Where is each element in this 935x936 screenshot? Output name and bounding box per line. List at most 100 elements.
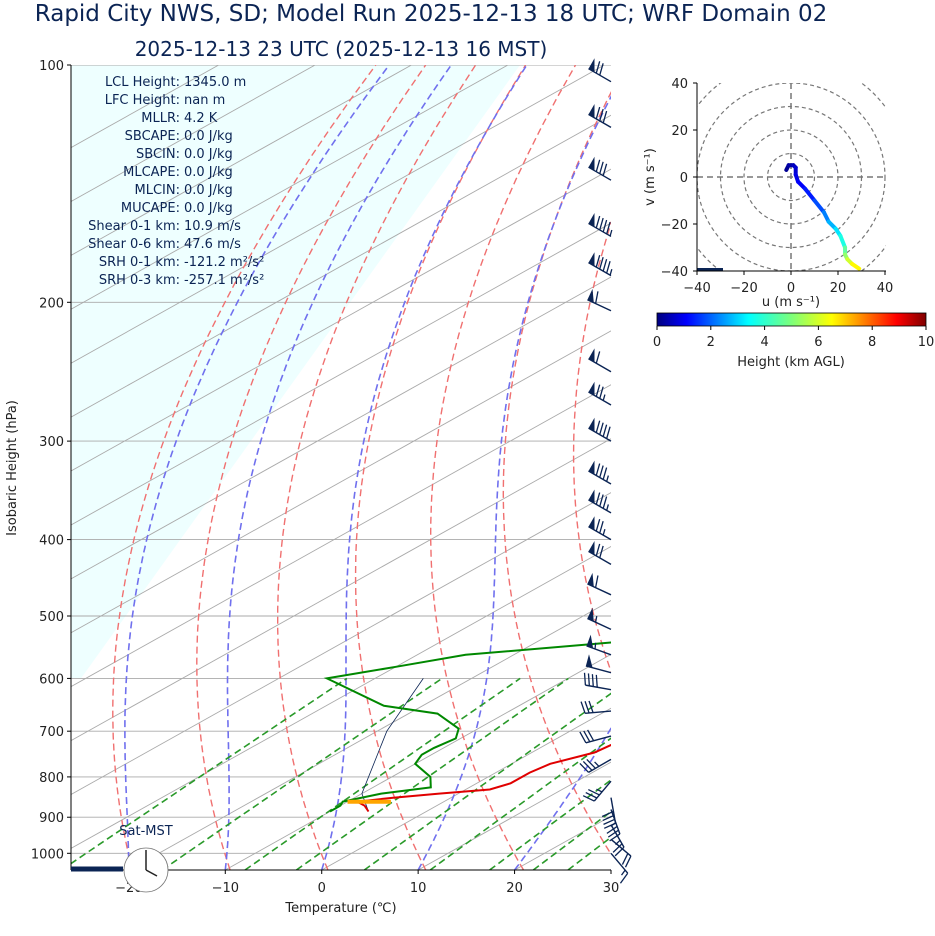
index-value: 0.0 J/kg	[184, 183, 233, 198]
hodo-x-tick-label: 20	[830, 281, 847, 296]
hodo-y-tick-label: 0	[680, 171, 688, 186]
mixing-ratio-line	[489, 779, 611, 870]
y-tick-label: 500	[39, 610, 64, 625]
isotherm-line	[71, 276, 611, 580]
wind-barb	[580, 700, 612, 715]
dry-adiabat	[112, 65, 377, 870]
dewpoint-line	[323, 641, 611, 813]
isotherm-line	[71, 438, 611, 742]
hodo-x-tick-label: 0	[787, 281, 795, 296]
y-tick-label: 300	[39, 435, 64, 450]
index-label: MUCAPE:	[121, 201, 180, 216]
isotherm-line	[417, 761, 611, 870]
hodo-y-label: v (m s⁻¹)	[643, 148, 658, 206]
skewt-plot: −20 −10 0 10 20 30 10009008007006005004003002…	[5, 58, 935, 916]
dry-adiabat	[572, 220, 611, 674]
moist-adiabat	[124, 65, 390, 870]
moist-adiabats	[124, 65, 935, 870]
isotherms	[71, 65, 611, 870]
colorbar-tick-label: 8	[868, 335, 876, 350]
index-value: 0.0 J/kg	[184, 129, 233, 144]
dry-adiabat	[708, 65, 915, 870]
x-tick-label: 20	[506, 881, 523, 896]
colorbar-ticks: 0 2 4 6 8 10	[653, 326, 934, 350]
wind-barb	[585, 654, 612, 674]
wind-barb	[588, 252, 613, 277]
wind-barb	[579, 758, 612, 773]
y-tick-label: 700	[39, 725, 64, 740]
colorbar-tick-label: 6	[814, 335, 822, 350]
wind-barb	[588, 460, 612, 485]
index-label: SRH 0-3 km:	[99, 273, 180, 288]
y-tick-label: 400	[39, 534, 64, 549]
wind-barb	[588, 104, 612, 129]
hodo-segment	[812, 198, 826, 215]
wind-barb	[610, 838, 632, 868]
wind-barb	[588, 156, 612, 181]
index-value: 1345.0 m	[184, 75, 246, 90]
index-label: MLCAPE:	[123, 165, 180, 180]
y-tick-label: 100	[39, 59, 64, 74]
mixing-ratio-line	[161, 677, 443, 870]
title-line-1: Rapid City NWS, SD; Model Run 2025-12-13…	[35, 1, 827, 27]
colorbar-tick-label: 0	[653, 335, 661, 350]
wind-barb	[588, 381, 612, 406]
hodo-x-tick-label: −20	[730, 281, 757, 296]
wind-barb	[588, 213, 613, 238]
colorbar-tick-label: 4	[760, 335, 768, 350]
dry-adiabat	[277, 65, 477, 870]
wind-barb	[587, 607, 612, 631]
x-tick-label: −10	[212, 881, 239, 896]
index-value: 0.0 J/kg	[184, 147, 233, 162]
hodo-y-tick-label: 40	[671, 77, 688, 92]
dry-adiabat	[502, 91, 611, 856]
isotherm-line	[71, 492, 611, 796]
index-label: Shear 0-6 km:	[88, 237, 180, 252]
wind-barb	[579, 729, 612, 744]
mixing-ratio-line	[363, 692, 611, 870]
moist-adiabat	[224, 65, 452, 870]
wind-barbs	[579, 58, 632, 884]
mixing-ratio-line	[622, 678, 873, 870]
isotherm-line	[71, 545, 611, 849]
index-label: Shear 0-1 km:	[88, 219, 180, 234]
index-label: SBCIN:	[136, 147, 180, 162]
moist-adiabat	[707, 65, 935, 870]
isotherm-line	[321, 707, 611, 870]
temperature-line	[353, 743, 611, 813]
index-value: nan m	[184, 93, 225, 108]
mixing-ratio-line	[71, 677, 348, 865]
isotherm-line	[71, 384, 611, 688]
index-value: 0.0 J/kg	[184, 165, 233, 180]
hodo-x-ticks: −40 −20 0 20 40	[683, 271, 893, 296]
dry-adiabat	[196, 65, 427, 870]
clock-label: Sat-MST	[119, 824, 172, 839]
index-value: -257.1 m²/s²	[184, 273, 264, 288]
hodo-y-tick-label: −20	[661, 218, 688, 233]
mixing-ratio-lines	[71, 677, 873, 870]
x-axis-label: Temperature (℃)	[284, 901, 396, 916]
moist-adiabat	[417, 95, 611, 870]
wind-barb	[610, 852, 629, 884]
hodo-y-tick-label: 20	[671, 124, 688, 139]
index-label: LCL Height:	[105, 75, 180, 90]
dry-adiabats	[112, 65, 915, 870]
index-label: SRH 0-1 km:	[99, 255, 180, 270]
wind-barb	[601, 797, 617, 829]
moist-adiabat	[610, 868, 611, 870]
colorbar-tick-label: 10	[918, 335, 935, 350]
y-tick-label: 900	[39, 811, 64, 826]
mixing-ratio-line	[567, 836, 611, 870]
wind-barb	[588, 541, 612, 565]
index-label: SBCAPE:	[125, 129, 180, 144]
hodo-segment	[850, 261, 862, 271]
dry-adiabat	[430, 65, 577, 870]
isotherm-line	[71, 114, 611, 418]
x-ticks: −20 −10 0 10 20 30	[115, 870, 619, 896]
hodo-y-ticks: 40 20 0 −20 −40	[661, 77, 697, 280]
isotherm-line	[71, 330, 611, 634]
wind-barb	[588, 489, 612, 514]
hodograph-trace	[784, 163, 862, 271]
